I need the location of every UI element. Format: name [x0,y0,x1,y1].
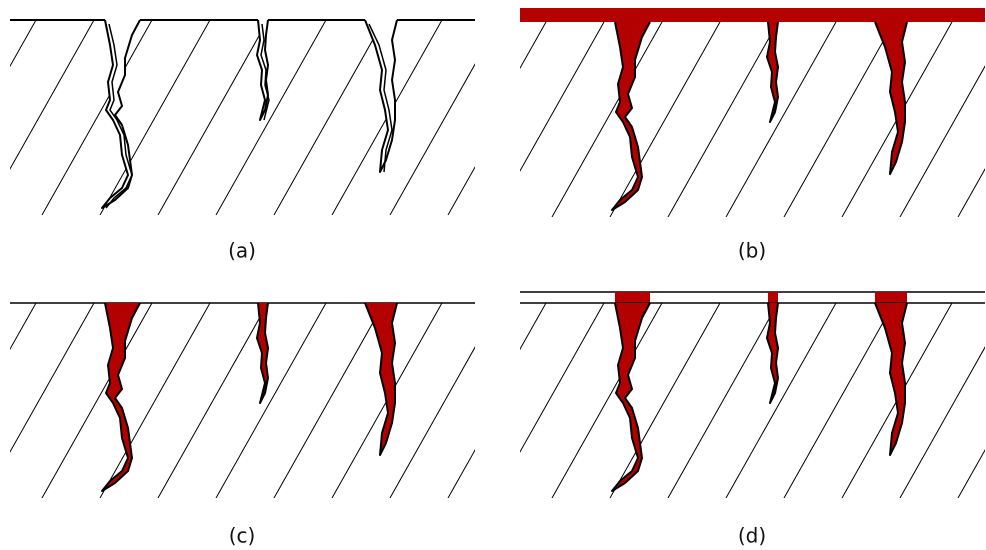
crack [875,22,907,174]
hatch-line [784,303,894,498]
hatch-line [958,303,986,498]
hatch-line [390,20,500,215]
hatch-line [42,20,152,215]
plug [768,292,778,303]
coating [520,8,985,22]
hatch-line [158,20,268,215]
hatch-line [900,22,986,217]
hatch-line [726,22,836,217]
hatch-line [494,22,604,217]
crack [102,303,140,491]
crack [257,303,268,403]
panel [0,20,616,215]
hatch-line [436,22,546,217]
hatch-line [274,303,384,498]
hatch-line [668,22,778,217]
hatch-line [506,20,616,215]
hatch-line [42,303,152,498]
hatch-line [0,20,36,215]
panel-label: (d) [738,524,766,548]
crack [102,20,140,208]
hatch-line [448,20,558,215]
hatch-line [320,22,430,217]
hatch-line [448,303,558,498]
panel-label: (a) [228,239,256,263]
crack [767,22,778,122]
crack [767,303,778,403]
hatch-line [158,303,268,498]
hatch-line [320,303,430,498]
panel [320,8,986,217]
crack [612,303,650,491]
hatch-line [958,22,986,217]
plug [875,292,907,303]
crack [612,22,650,210]
hatch [0,20,616,215]
panel-label: (c) [229,524,256,548]
hatch-line [726,303,836,498]
hatch-line [494,303,604,498]
hatch-line [784,22,894,217]
hatch-line [216,303,326,498]
crack [365,20,397,172]
hatch-line [274,20,384,215]
crack [365,303,397,455]
hatch-line [436,303,546,498]
hatch-line [390,303,500,498]
hatch-line [668,303,778,498]
plug [615,292,650,303]
hatch-line [216,20,326,215]
panel [320,292,986,498]
hatch [0,303,616,498]
hatch-line [0,20,94,215]
hatch-line [552,22,662,217]
hatch-line [900,303,986,498]
hatch-line [0,303,94,498]
hatch-line [506,303,616,498]
figure: (a) (b) (c) (d) [0,0,986,550]
panel [0,303,616,498]
crack [875,303,907,455]
panel-label: (b) [738,239,766,263]
hatch-line [0,303,36,498]
hatch-line [552,303,662,498]
